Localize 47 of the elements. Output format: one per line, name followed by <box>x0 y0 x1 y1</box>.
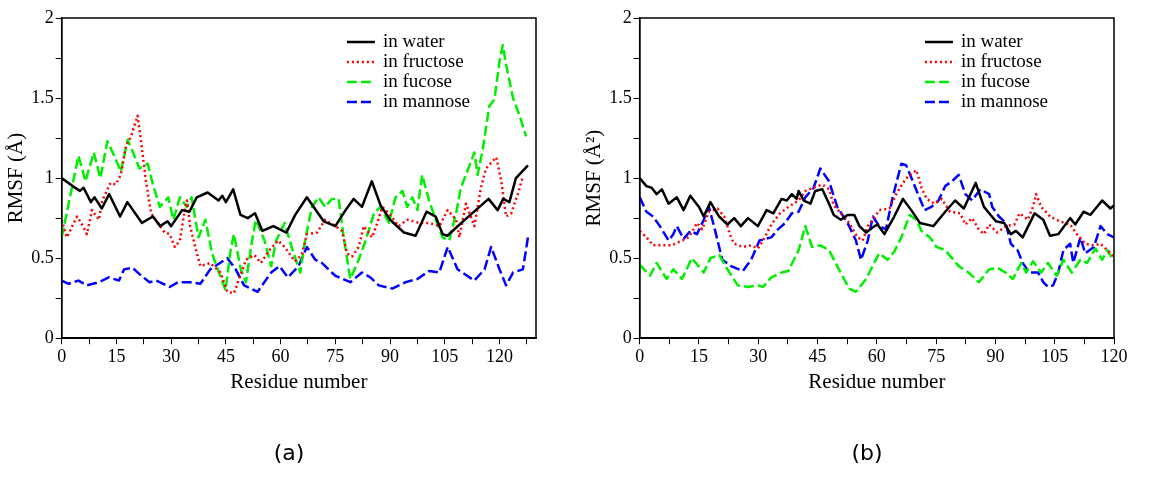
legend-label: in water <box>960 29 1024 51</box>
x-tick-label: 60 <box>867 345 886 366</box>
x-tick-label: 0 <box>57 345 67 366</box>
x-tick-label: 30 <box>162 345 181 366</box>
x-tick-label: 0 <box>635 345 645 366</box>
y-tick-label: 2 <box>622 6 632 27</box>
y-tick-label: 0 <box>44 326 54 347</box>
x-tick-label: 75 <box>927 345 946 366</box>
line-series <box>639 162 1114 289</box>
legend-label: in mannose <box>382 89 471 111</box>
x-tick-label: 105 <box>431 345 459 366</box>
legend-label: in fructose <box>960 49 1042 71</box>
x-tick-label: 60 <box>271 345 290 366</box>
x-tick-label: 90 <box>381 345 400 366</box>
y-tick-label: 1 <box>44 166 54 187</box>
x-tick-label: 45 <box>808 345 827 366</box>
legend-label: in fucose <box>382 69 453 91</box>
y-tick-label: 1.5 <box>609 86 632 107</box>
x-tick-label: 45 <box>216 345 235 366</box>
y-tick-label: 2 <box>44 6 54 27</box>
legend-label: in fructose <box>382 49 464 71</box>
line-series <box>639 213 1114 294</box>
x-axis-title: Residue number <box>230 368 368 393</box>
x-tick-label: 105 <box>1041 345 1069 366</box>
legend-label: in water <box>382 29 446 51</box>
line-series <box>61 236 530 294</box>
y-axis-title: RMSF (Å²) <box>581 129 606 227</box>
y-tick-label: 1 <box>622 166 632 187</box>
y-tick-label: 0.5 <box>609 246 632 267</box>
y-axis-title: RMSF (Å) <box>3 132 28 224</box>
legend-label: in fucose <box>960 69 1031 91</box>
text: (b) <box>850 440 884 465</box>
x-tick-label: 30 <box>749 345 768 366</box>
x-tick-label: 15 <box>689 345 708 366</box>
x-axis-title: Residue number <box>808 368 946 393</box>
x-tick-label: 90 <box>986 345 1005 366</box>
x-tick-label: 15 <box>107 345 126 366</box>
y-tick-label: 0 <box>622 326 632 347</box>
x-tick-label: 120 <box>486 345 514 366</box>
line-series <box>61 114 525 295</box>
y-tick-label: 1.5 <box>31 86 54 107</box>
x-tick-label: 120 <box>1100 345 1128 366</box>
line-series <box>639 168 1114 258</box>
y-tick-label: 0.5 <box>31 246 54 267</box>
text: (a) <box>272 440 306 465</box>
legend-label: in mannose <box>960 89 1049 111</box>
x-tick-label: 75 <box>326 345 345 366</box>
